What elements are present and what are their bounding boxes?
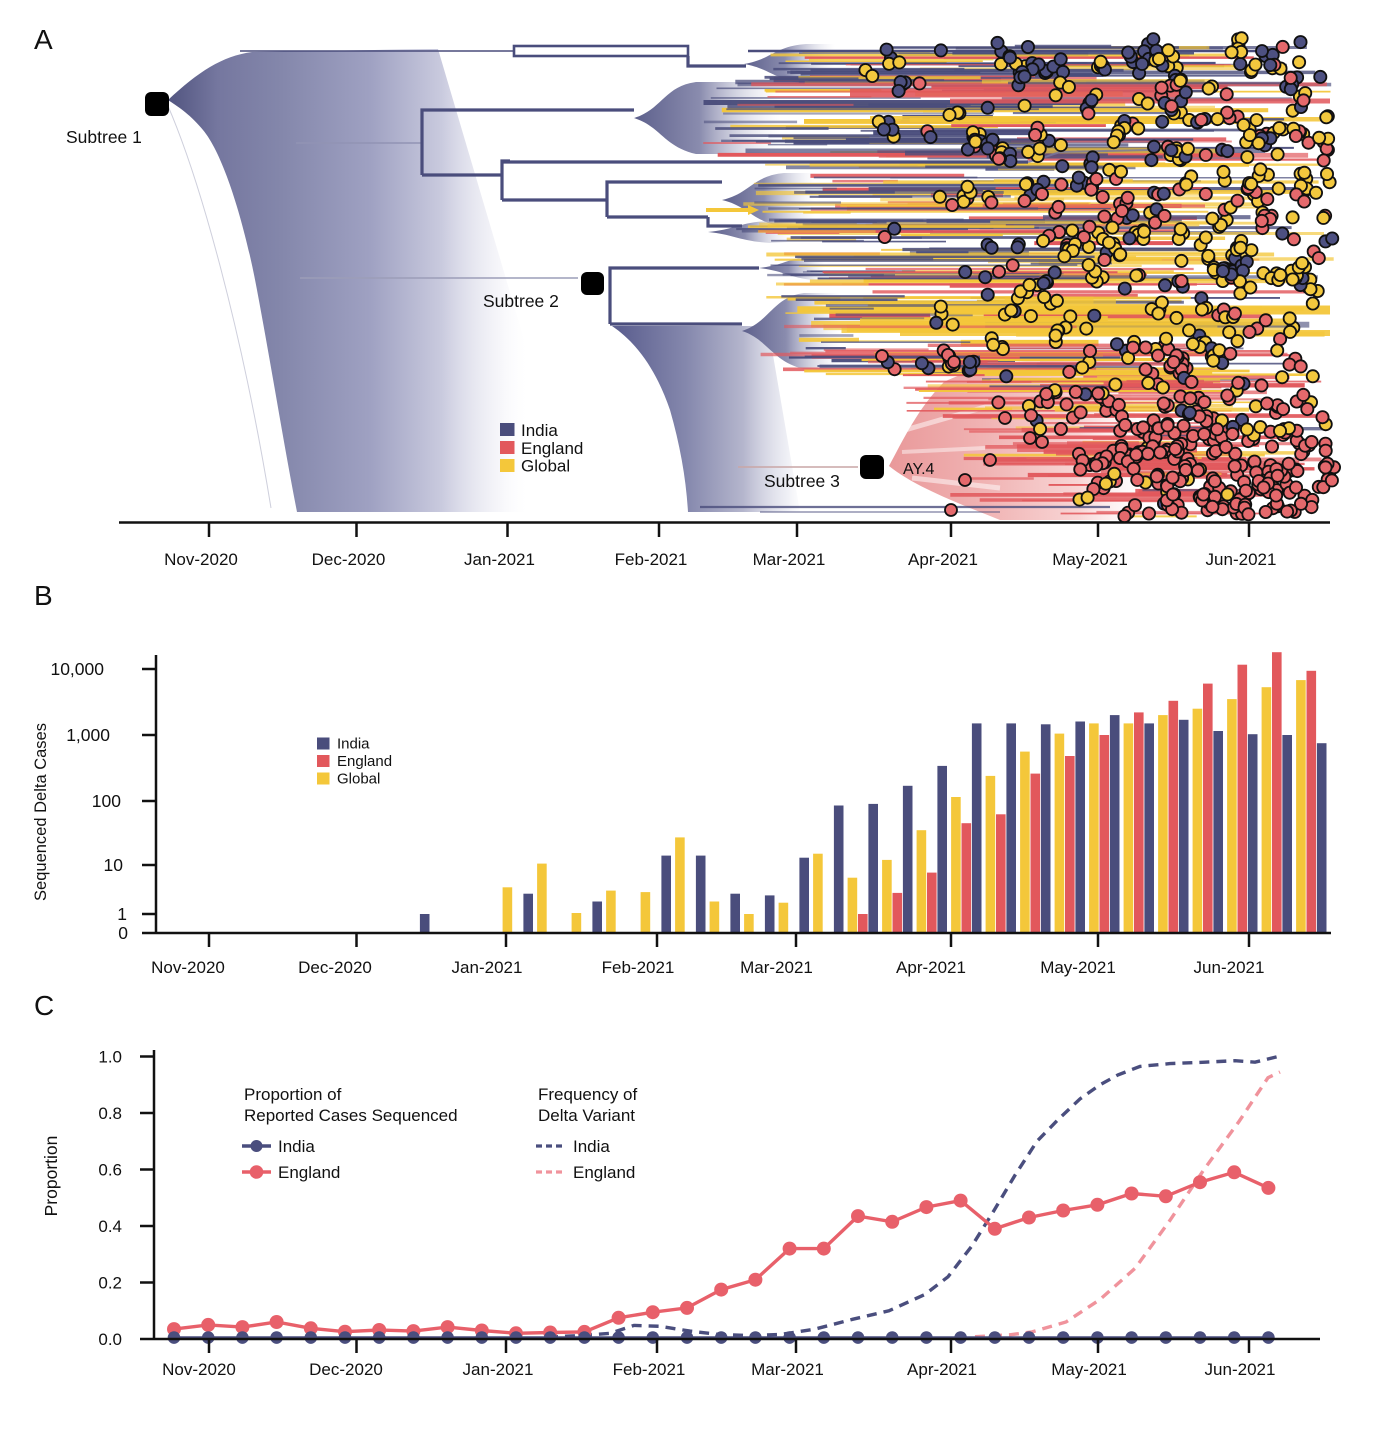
svg-text:Apr-2021: Apr-2021 [896, 958, 966, 977]
svg-text:England: England [521, 439, 583, 458]
svg-text:India: India [573, 1137, 610, 1156]
svg-text:Dec-2020: Dec-2020 [298, 958, 372, 977]
svg-text:10: 10 [104, 855, 124, 875]
svg-text:England: England [278, 1163, 340, 1182]
svg-text:Nov-2020: Nov-2020 [162, 1360, 236, 1379]
svg-text:Global: Global [521, 457, 570, 476]
svg-text:May-2021: May-2021 [1051, 1360, 1127, 1379]
svg-text:1: 1 [117, 904, 127, 924]
svg-text:1,000: 1,000 [66, 725, 110, 745]
svg-text:Jun-2021: Jun-2021 [1205, 1360, 1276, 1379]
svg-text:Subtree 3: Subtree 3 [764, 471, 840, 491]
svg-text:Nov-2020: Nov-2020 [164, 550, 238, 569]
svg-text:B: B [34, 580, 53, 611]
svg-text:C: C [34, 990, 54, 1021]
svg-text:Feb-2021: Feb-2021 [613, 1360, 686, 1379]
svg-text:Dec-2020: Dec-2020 [312, 550, 386, 569]
svg-text:A: A [34, 24, 53, 55]
svg-text:Jan-2021: Jan-2021 [463, 1360, 534, 1379]
svg-text:100: 100 [92, 791, 121, 811]
svg-text:0.4: 0.4 [98, 1217, 122, 1236]
svg-text:Jan-2021: Jan-2021 [452, 958, 523, 977]
svg-text:Subtree 2: Subtree 2 [483, 291, 559, 311]
svg-text:Apr-2021: Apr-2021 [907, 1360, 977, 1379]
svg-text:India: India [278, 1137, 315, 1156]
svg-text:Mar-2021: Mar-2021 [751, 1360, 824, 1379]
svg-text:0.6: 0.6 [98, 1161, 122, 1180]
svg-text:May-2021: May-2021 [1052, 550, 1128, 569]
svg-text:Jun-2021: Jun-2021 [1206, 550, 1277, 569]
svg-text:England: England [573, 1163, 635, 1182]
svg-text:Proportion of: Proportion of [244, 1085, 342, 1104]
svg-text:India: India [337, 736, 370, 753]
svg-text:Reported Cases Sequenced: Reported Cases Sequenced [244, 1106, 458, 1125]
svg-text:Nov-2020: Nov-2020 [151, 958, 225, 977]
svg-text:England: England [337, 753, 392, 770]
svg-text:0: 0 [118, 923, 128, 943]
svg-text:Delta Variant: Delta Variant [538, 1106, 635, 1125]
svg-text:Subtree 1: Subtree 1 [66, 127, 142, 147]
svg-text:Jan-2021: Jan-2021 [464, 550, 535, 569]
svg-text:Sequenced Delta Cases: Sequenced Delta Cases [32, 723, 50, 901]
svg-text:May-2021: May-2021 [1040, 958, 1116, 977]
svg-text:10,000: 10,000 [50, 659, 104, 679]
svg-text:Frequency of: Frequency of [538, 1085, 637, 1104]
svg-text:Feb-2021: Feb-2021 [602, 958, 675, 977]
svg-text:1.0: 1.0 [98, 1048, 122, 1067]
svg-text:AY.4: AY.4 [903, 461, 935, 478]
svg-text:India: India [521, 421, 558, 440]
svg-text:Mar-2021: Mar-2021 [740, 958, 813, 977]
svg-text:0.0: 0.0 [98, 1330, 122, 1349]
svg-text:Mar-2021: Mar-2021 [753, 550, 826, 569]
svg-text:Proportion: Proportion [41, 1136, 61, 1217]
svg-text:0.8: 0.8 [98, 1104, 122, 1123]
svg-text:Global: Global [337, 771, 380, 788]
svg-text:Apr-2021: Apr-2021 [908, 550, 978, 569]
svg-text:0.2: 0.2 [98, 1274, 122, 1293]
svg-text:Feb-2021: Feb-2021 [615, 550, 688, 569]
svg-text:Jun-2021: Jun-2021 [1194, 958, 1265, 977]
svg-text:Dec-2020: Dec-2020 [309, 1360, 383, 1379]
